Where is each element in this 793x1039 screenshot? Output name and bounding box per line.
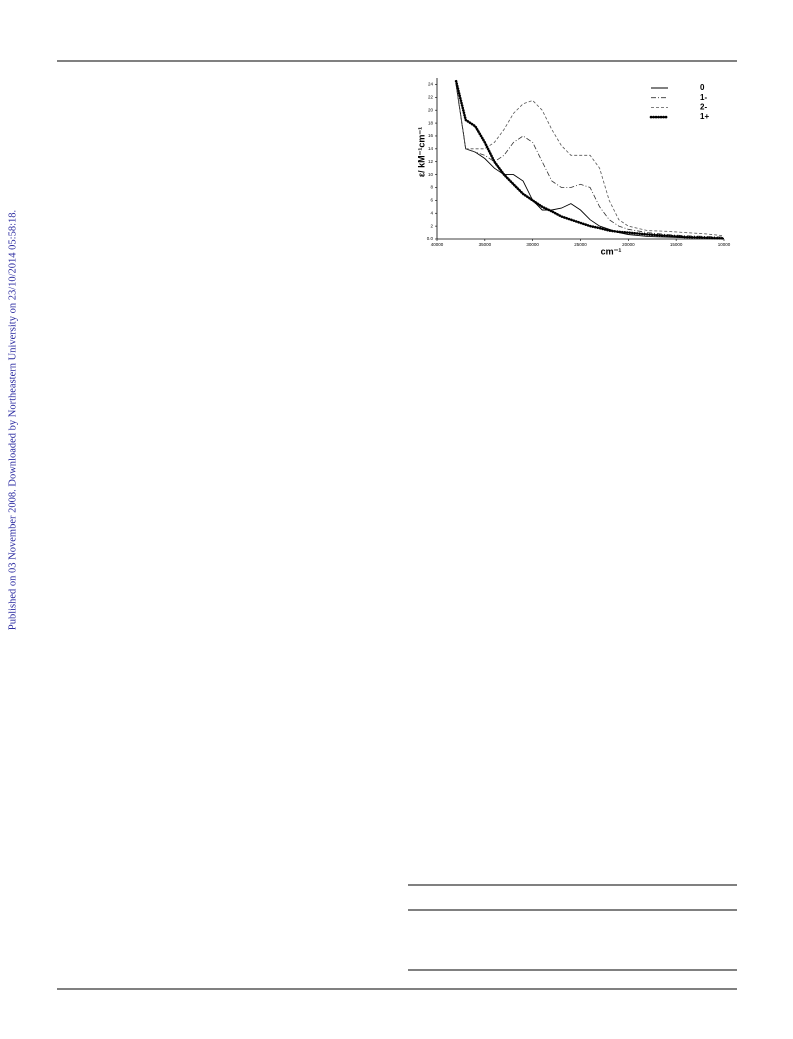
x-tick-label: 20000 [622,242,635,247]
x-tick-label: 25000 [574,242,587,247]
x-axis-label: cm⁻¹ [601,246,622,256]
legend-label: 1+ [700,112,709,121]
legend-label: 1- [700,93,707,102]
y-tick-label: 8 [430,185,433,190]
x-tick-label: 15000 [670,242,683,247]
side-note: Published on 03 November 2008. Downloade… [7,210,18,630]
y-tick-label: 22 [428,95,434,100]
x-tick-label: 10000 [718,242,731,247]
x-tick-label: 35000 [479,242,492,247]
legend-label: 2- [700,103,707,112]
series-line [455,84,725,237]
y-tick-label: 10 [428,172,434,177]
y-tick-label: 2 [430,223,433,228]
y-tick-label: 0.0 [427,236,434,241]
y-axis-label: ε/ kM⁻¹cm⁻¹ [416,127,426,177]
y-tick-label: 6 [430,198,433,203]
y-tick-label: 24 [428,82,434,87]
series-line [455,84,725,239]
x-tick-label: 40000 [431,242,444,247]
y-tick-label: 4 [430,210,433,215]
series-line [454,79,726,240]
y-tick-label: 18 [428,120,434,125]
legend-label: 0 [700,83,705,92]
y-tick-label: 20 [428,107,434,112]
y-tick-label: 16 [428,133,434,138]
x-tick-label: 30000 [526,242,539,247]
y-tick-label: 12 [428,159,434,164]
series-line [455,84,725,238]
y-tick-label: 14 [428,146,434,151]
